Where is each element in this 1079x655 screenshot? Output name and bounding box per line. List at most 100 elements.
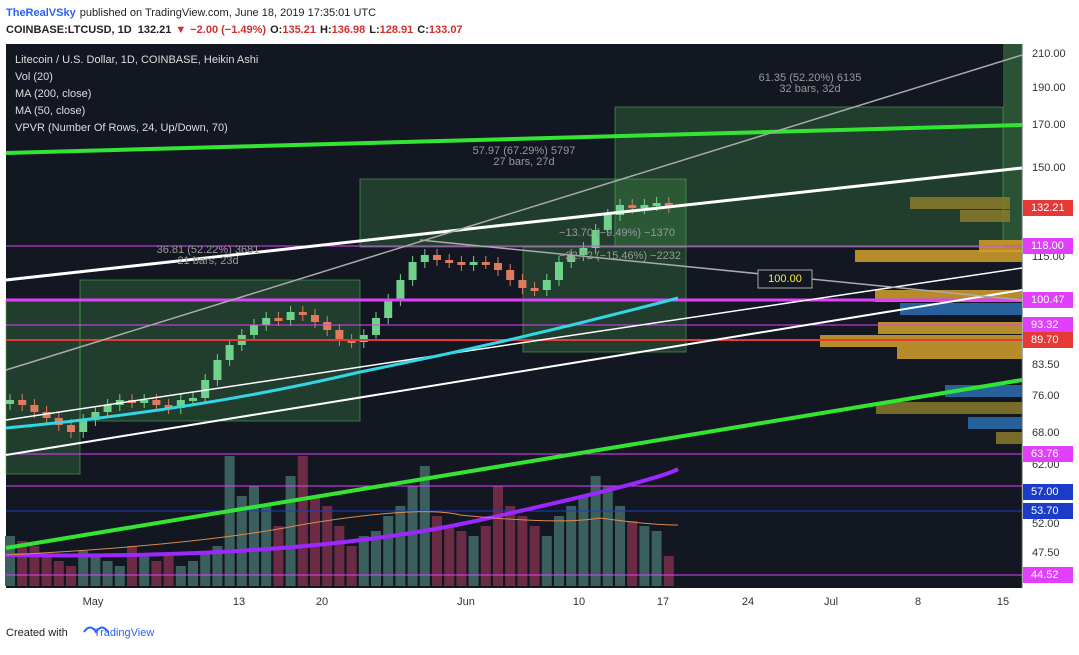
volume-bar [456,531,467,586]
volume-bar [444,526,455,586]
volume-bar [407,486,418,586]
candle-body [311,315,319,322]
volume-bar [639,526,650,586]
price-label-bg [1023,200,1073,216]
time-tick: 20 [316,596,328,608]
volume-bar [29,546,40,586]
price-label-bg [1023,446,1073,462]
time-axis [6,588,1022,614]
candle-body [396,280,405,300]
logo [83,626,109,634]
price-label: 57.00 [1031,486,1059,498]
candle-body [408,262,417,280]
volume-bar [432,516,442,586]
ohlc-label: L: [369,24,379,36]
trend-line [5,166,1023,282]
volume-bar [627,521,638,586]
ohlc: O:135.21 H:136.98 L:128.91 C:133.07 [270,24,462,36]
time-tick: 10 [573,596,585,608]
volume-bar [371,531,381,586]
candle-body [103,405,112,412]
footer-created: Created with [6,627,68,639]
candle-body [176,400,185,408]
price-label: 89.70 [1031,334,1059,346]
volume-bar [566,506,577,586]
note-box [757,269,813,289]
volume-bar [114,566,125,586]
candle-body [664,203,673,207]
price-label: 93.32 [1031,319,1059,331]
ohlc-value: 133.07 [429,24,463,36]
time-tick: Jun [457,596,475,608]
candle-body [530,288,539,291]
time-tick: May [83,596,104,608]
volume-bar [615,506,625,586]
price-tick: 68.00 [1032,427,1060,439]
candle-body [445,260,454,263]
price-tick: 47.50 [1032,547,1060,559]
published: published on TradingView.com, June 18, 2… [80,7,376,19]
volume-bar [66,566,76,586]
candle-body [286,312,295,320]
volume-bar [419,466,430,586]
volume-bar [188,561,198,586]
volume-bar [41,556,52,586]
trend-line [5,54,1023,371]
vpvr-bar [996,432,1022,444]
candle-body [274,318,283,321]
change: −2.00 (−1.49%) [190,24,266,36]
volume-bar [236,496,247,586]
volume-bar [468,536,479,586]
candle-body [6,400,14,404]
candle-body [628,205,637,208]
volume-bar [297,456,308,586]
price-label: 63.76 [1031,448,1059,460]
volume-bar [480,526,491,586]
candle-body [591,230,600,248]
volume-bar [590,476,601,586]
candle-body [201,380,210,398]
candle-body [164,405,173,408]
price-tick: 210.00 [1032,48,1066,60]
volume-bar [578,496,589,586]
vpvr-bar [876,402,1022,414]
ohlc-value: 128.91 [380,24,414,36]
ohlc-label: C: [417,24,429,36]
volume-bar [90,556,101,586]
price-label: 100.47 [1031,294,1065,306]
candle-body [225,345,234,360]
candle-body [67,425,75,432]
candle-body [420,255,429,262]
price-tick: 52.00 [1032,518,1060,530]
volume-bar [163,556,174,586]
volume-bar [151,561,162,586]
candle-body [603,215,612,230]
candle-body [494,263,502,270]
candle-body [213,360,222,380]
price-label: 44.52 [1031,569,1059,581]
vpvr-bar [855,250,1022,262]
candle-body [652,203,661,206]
annotation: 57.97 (67.29%) 5797 [473,145,576,157]
header-line-2: COINBASE:LTCUSD, 1D 132.21 ▼ −2.00 (−1.49%)… [6,24,463,36]
vpvr-bar [910,197,1010,209]
price-label: 118.00 [1031,240,1064,252]
candle-body [91,412,100,420]
volume-bar [383,516,394,586]
volume-bar [358,536,369,586]
volume-bar [285,476,296,586]
range-box [5,299,81,475]
annotation: −22.72 (−15.46%) −2232 [559,250,681,262]
author[interactable]: TheRealVSky [6,7,77,19]
footer-brand[interactable]: TradingView [94,627,155,639]
volume-bar [53,561,64,586]
price-label: 132.21 [1031,202,1065,214]
candle-body [469,262,478,265]
annotation: 27 bars, 27d [493,156,554,168]
volume-bar [529,526,540,586]
time-tick: 15 [997,596,1009,608]
volume-bar [224,456,235,586]
time-tick: 13 [233,596,245,608]
price-tick: 76.00 [1032,390,1060,402]
volume-bar [5,536,15,586]
